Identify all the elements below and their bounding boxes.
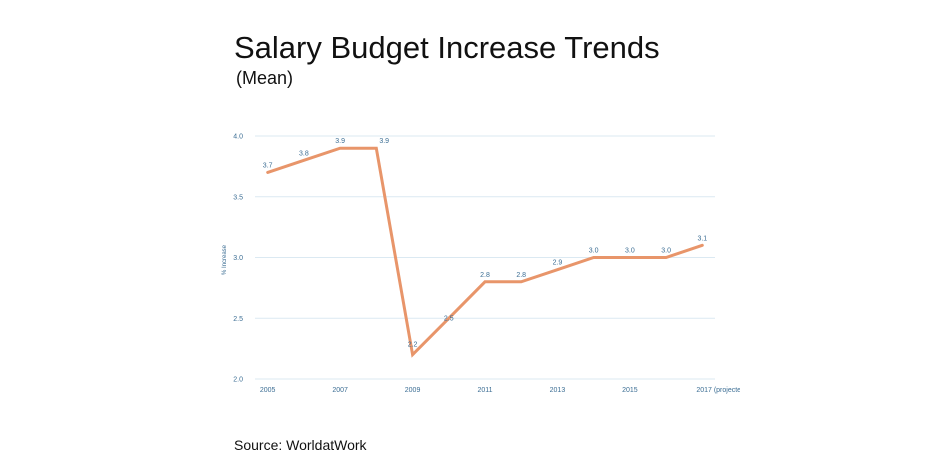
- data-label: 2.8: [516, 272, 526, 279]
- data-label: 2.5: [444, 315, 454, 322]
- y-tick-label: 3.5: [233, 194, 243, 201]
- data-labels: 3.7 3.8 3.9 3.9 2.2 2.5 2.8 2.8 2.9 3.0 3.0 3.0 3.1: [263, 138, 707, 349]
- y-tick-label: 3.0: [233, 255, 243, 262]
- data-label: 3.1: [697, 235, 707, 242]
- data-label: 3.9: [335, 138, 345, 145]
- series-line: [266, 146, 704, 358]
- data-label: 3.0: [625, 248, 635, 255]
- data-label: 3.7: [263, 162, 273, 169]
- x-tick-label: 2005: [260, 387, 276, 394]
- data-label: 2.9: [553, 260, 563, 267]
- source-note: Source: WorldatWork: [234, 437, 367, 453]
- chart-subtitle: (Mean): [236, 68, 294, 88]
- y-tick-label: 2.0: [233, 377, 243, 384]
- series-line-group: [266, 146, 704, 358]
- x-axis-ticks: 2005 2007 2009 2011 2013 2015 2017 (projected): [260, 387, 740, 394]
- y-axis-ticks: 2.0 2.5 3.0 3.5 4.0: [233, 134, 243, 384]
- x-tick-label: 2013: [550, 387, 566, 394]
- data-label: 3.9: [379, 138, 389, 145]
- data-label: 3.0: [589, 248, 599, 255]
- line-chart: 2.0 2.5 3.0 3.5 4.0 2005 2007 2009 2011 2013 2015…: [222, 134, 740, 395]
- data-label: 3.8: [299, 150, 309, 157]
- x-tick-label: 2007: [332, 387, 348, 394]
- x-tick-label: 2017 (projected): [696, 387, 740, 394]
- data-label: 2.8: [480, 272, 490, 279]
- data-label: 2.2: [408, 342, 418, 349]
- y-tick-label: 2.5: [233, 316, 243, 323]
- chart-title: Salary Budget Increase Trends: [234, 30, 660, 65]
- y-tick-label: 4.0: [233, 134, 243, 141]
- data-label: 3.0: [661, 248, 671, 255]
- y-axis-label: % Increase: [222, 244, 228, 275]
- x-tick-label: 2011: [477, 387, 492, 394]
- x-tick-label: 2015: [622, 387, 638, 394]
- grid-lines: [255, 135, 715, 380]
- x-tick-label: 2009: [405, 387, 421, 394]
